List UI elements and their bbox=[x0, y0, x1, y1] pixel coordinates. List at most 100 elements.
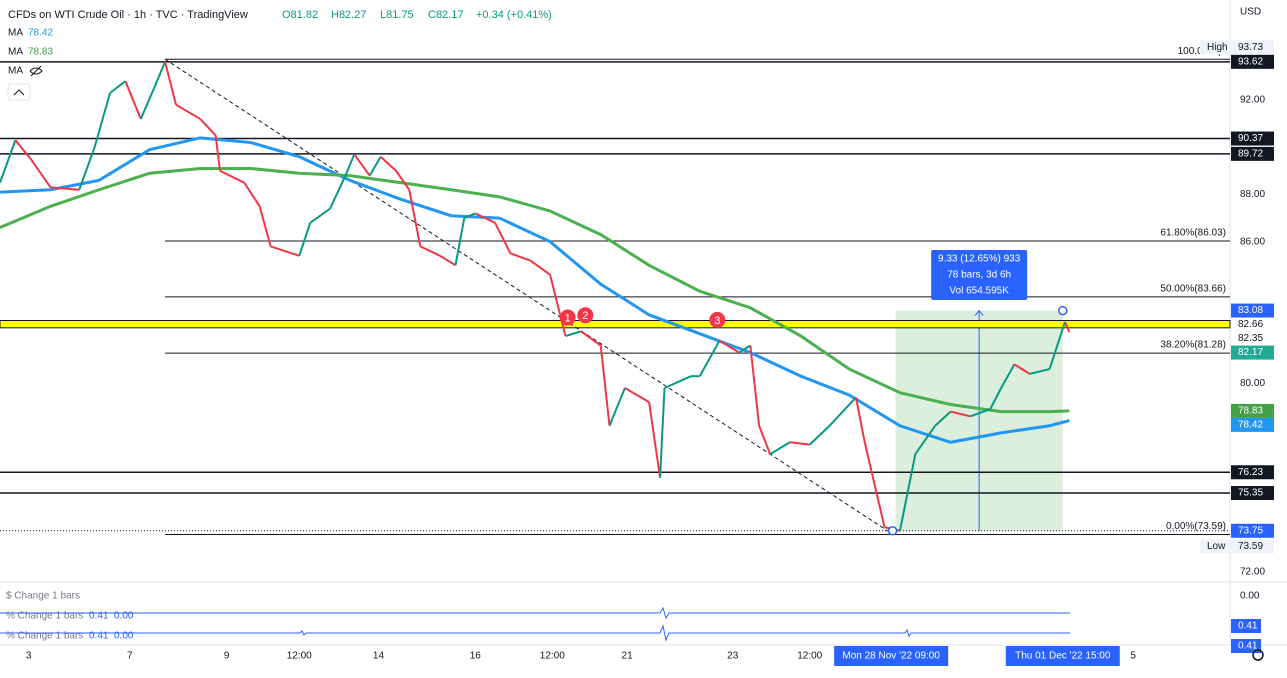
x-tick-label: 9 bbox=[224, 651, 230, 662]
note-tag-bg bbox=[1200, 40, 1230, 55]
change: +0.34 (+0.41%) bbox=[476, 9, 552, 21]
price-segment bbox=[379, 155, 397, 172]
price-tag bbox=[1231, 417, 1274, 432]
y-tick-label: 86.00 bbox=[1240, 236, 1265, 247]
price-tag bbox=[1231, 54, 1274, 69]
trend-line bbox=[164, 58, 894, 535]
price-tag bbox=[1231, 146, 1274, 161]
price-segment bbox=[854, 397, 866, 443]
open: O81.82 bbox=[282, 9, 318, 21]
price-segment bbox=[1000, 363, 1016, 389]
measure-label-box bbox=[931, 250, 1028, 300]
fib-label: 0.00%(73.59) bbox=[1166, 521, 1226, 532]
pane-value: 0.00 bbox=[114, 631, 134, 642]
x-tick-label: 23 bbox=[727, 651, 739, 662]
price-segment bbox=[549, 274, 567, 337]
pane-tag bbox=[1231, 619, 1261, 633]
y-tick-label: 72.00 bbox=[1240, 567, 1265, 578]
x-tick-label: 5 bbox=[1130, 651, 1136, 662]
crosshair-time: Mon 28 Nov '22 09:00 bbox=[842, 651, 940, 662]
fib-label: 50.00%(83.66) bbox=[1160, 284, 1226, 295]
price-segment bbox=[258, 206, 272, 247]
indicator-name: MA bbox=[8, 28, 23, 39]
high: H82.27 bbox=[331, 9, 366, 21]
price-segment bbox=[219, 169, 245, 184]
price-segment bbox=[408, 189, 422, 247]
price-segment bbox=[934, 410, 952, 427]
measure-end bbox=[1058, 305, 1068, 316]
price-segment bbox=[659, 387, 666, 478]
collapse-icon bbox=[13, 89, 25, 96]
price-segment bbox=[758, 425, 772, 455]
x-tick-label: 16 bbox=[470, 651, 482, 662]
price-tag-label: 78.42 bbox=[1238, 420, 1263, 431]
crosshair-time: Thu 01 Dec '22 15:00 bbox=[1015, 651, 1111, 662]
price-segment bbox=[914, 425, 936, 455]
x-tick-label: 12:00 bbox=[287, 651, 312, 662]
price-segment bbox=[789, 441, 810, 446]
price-segment bbox=[474, 212, 496, 224]
moving-average bbox=[0, 167, 1070, 414]
price-segment bbox=[828, 396, 857, 427]
price-segment bbox=[970, 408, 991, 418]
y-tick-label: 92.00 bbox=[1240, 95, 1265, 106]
price-segment bbox=[989, 387, 1003, 410]
price-tag-label: 83.08 bbox=[1238, 305, 1263, 316]
pane-title: $ Change 1 bars bbox=[6, 591, 80, 602]
price-tag bbox=[1231, 317, 1274, 332]
measure-label: Vol 654.595K bbox=[949, 286, 1009, 297]
price-segment bbox=[874, 489, 886, 528]
indicator-name: MA bbox=[8, 66, 23, 77]
price-tag-label: 75.35 bbox=[1238, 488, 1263, 499]
pane-value: 0.41 bbox=[89, 611, 109, 622]
x-tick-label: 21 bbox=[622, 651, 634, 662]
price-tag bbox=[1231, 303, 1274, 318]
price-segment bbox=[199, 118, 217, 137]
price-segment bbox=[175, 103, 201, 120]
price-tag-label: 76.23 bbox=[1238, 467, 1263, 478]
price-segment bbox=[0, 139, 17, 184]
pane-title: % Change 1 bars bbox=[6, 611, 83, 622]
price-segment bbox=[29, 158, 52, 188]
indicator-panes: $ Change 1 bars 0.00 % Change 1 bars 0.41 0.… bbox=[6, 591, 1261, 653]
price-segment bbox=[153, 61, 166, 89]
pane-tag-label: 0.41 bbox=[1238, 621, 1258, 632]
price-segment bbox=[298, 222, 312, 257]
collapse-button[interactable] bbox=[7, 83, 31, 101]
pane-value: 0.00 bbox=[114, 611, 134, 622]
price-segment bbox=[1029, 368, 1050, 375]
price-tag bbox=[1231, 539, 1274, 554]
marker-label: 2 bbox=[582, 310, 588, 322]
price-segment bbox=[1064, 321, 1071, 333]
low: L81.75 bbox=[380, 9, 414, 21]
price-segment bbox=[243, 182, 261, 207]
price-tag bbox=[1231, 131, 1274, 146]
currency[interactable]: USD bbox=[1240, 7, 1261, 18]
x-tick-label: 7 bbox=[127, 651, 133, 662]
price-segment bbox=[454, 217, 466, 266]
pane-value: 0.41 bbox=[89, 631, 109, 642]
price-tag-label: 93.73 bbox=[1238, 42, 1263, 53]
price-segment bbox=[950, 410, 971, 418]
price-segment bbox=[529, 259, 551, 276]
price-segment bbox=[329, 175, 347, 210]
fib-label: 38.20%(81.28) bbox=[1160, 340, 1226, 351]
pane-title: % Change 1 bars bbox=[6, 631, 83, 642]
measure-label: 78 bars, 3d 6h bbox=[947, 270, 1011, 281]
price-tag bbox=[1231, 465, 1274, 480]
moving-average bbox=[0, 136, 1070, 444]
price-tag-label: 82.35 bbox=[1238, 333, 1263, 344]
settings-icon[interactable] bbox=[1252, 649, 1264, 661]
price-segment bbox=[624, 387, 650, 404]
price-segment bbox=[809, 425, 831, 446]
price-segment bbox=[898, 453, 917, 531]
price-segment bbox=[648, 402, 662, 478]
price-tag bbox=[1231, 523, 1274, 538]
indicator-value: 78.83 bbox=[28, 47, 53, 58]
price-segment bbox=[738, 344, 751, 354]
price-segment bbox=[863, 442, 877, 490]
marker bbox=[709, 311, 726, 328]
price-tag bbox=[1231, 345, 1274, 360]
price-tag bbox=[1231, 486, 1274, 501]
